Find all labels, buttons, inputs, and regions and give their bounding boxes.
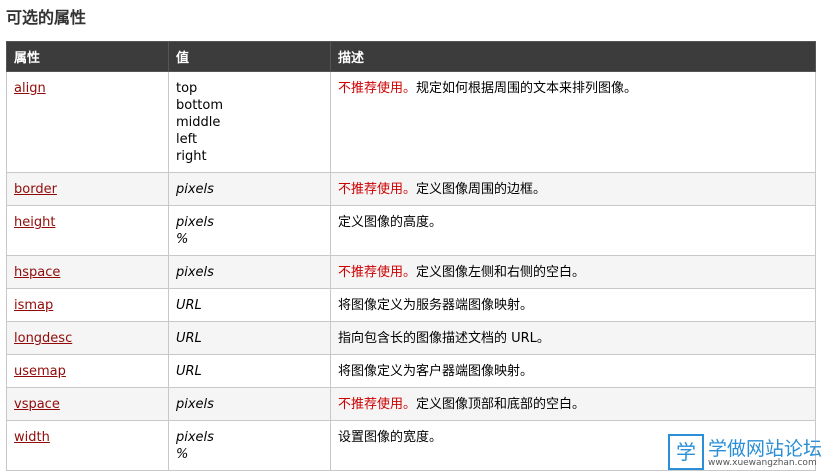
- description-cell: 不推荐使用。规定如何根据周围的文本来排列图像。: [330, 71, 816, 173]
- value-line: pixels: [176, 215, 214, 230]
- value-cell: pixels%: [168, 420, 331, 471]
- value-cell: URL: [168, 321, 331, 355]
- value-cell: pixels: [168, 255, 331, 289]
- description-cell: 定义图像的高度。: [330, 205, 816, 256]
- table-row: ismap URL 将图像定义为服务器端图像映射。: [6, 288, 816, 322]
- description-text: 规定如何根据周围的文本来排列图像。: [416, 81, 638, 96]
- description-text: 将图像定义为服务器端图像映射。: [338, 298, 534, 313]
- table-row: vspace pixels 不推荐使用。定义图像顶部和底部的空白。: [6, 387, 816, 421]
- value-cell: pixels: [168, 387, 331, 421]
- table-row: longdesc URL 指向包含长的图像描述文档的 URL。: [6, 321, 816, 355]
- value-line: pixels: [176, 397, 214, 412]
- table-row: hspace pixels 不推荐使用。定义图像左侧和右侧的空白。: [6, 255, 816, 289]
- description-text: 将图像定义为客户器端图像映射。: [338, 364, 534, 379]
- description-cell: 指向包含长的图像描述文档的 URL。: [330, 321, 816, 355]
- table-row: width pixels% 设置图像的宽度。: [6, 420, 816, 471]
- value-cell: URL: [168, 288, 331, 322]
- description-cell: 不推荐使用。定义图像周围的边框。: [330, 172, 816, 206]
- attribute-cell: usemap: [6, 354, 169, 388]
- value-line: URL: [176, 364, 202, 379]
- value-line: top: [176, 81, 198, 96]
- value-line: pixels: [176, 182, 214, 197]
- watermark: 学 学做网站论坛 www.xuewangzhan.com: [668, 434, 828, 474]
- value-cell: pixels: [168, 172, 331, 206]
- value-line: URL: [176, 331, 202, 346]
- description-text: 定义图像的高度。: [338, 215, 443, 230]
- attribute-link[interactable]: border: [14, 182, 57, 197]
- watermark-url: www.xuewangzhan.com: [708, 458, 817, 468]
- attribute-cell: height: [6, 205, 169, 256]
- table-row: align top bottom middle left right 不推荐使用。规定如何根…: [6, 71, 816, 173]
- header-row: 属性 值 描述: [6, 41, 816, 72]
- description-text: 定义图像左侧和右侧的空白。: [416, 265, 586, 280]
- value-cell: pixels%: [168, 205, 331, 256]
- section-title: 可选的属性: [6, 8, 87, 27]
- deprecated-note: 不推荐使用。: [338, 265, 417, 280]
- deprecated-note: 不推荐使用。: [338, 397, 417, 412]
- attribute-link[interactable]: align: [14, 81, 46, 96]
- description-cell: 不推荐使用。定义图像左侧和右侧的空白。: [330, 255, 816, 289]
- description-text: 设置图像的宽度。: [338, 430, 443, 445]
- value-line: %: [176, 447, 189, 462]
- table-row: border pixels 不推荐使用。定义图像周围的边框。: [6, 172, 816, 206]
- value-line: bottom: [176, 98, 224, 113]
- column-header: 值: [168, 41, 331, 72]
- deprecated-note: 不推荐使用。: [338, 182, 417, 197]
- value-line: pixels: [176, 430, 214, 445]
- value-cell: top bottom middle left right: [168, 71, 331, 173]
- attribute-cell: hspace: [6, 255, 169, 289]
- watermark-icon: 学: [668, 434, 704, 470]
- deprecated-note: 不推荐使用。: [338, 81, 417, 96]
- attribute-table: 属性 值 描述 align top bottom middle left right 不推荐…: [6, 41, 816, 471]
- attribute-cell: align: [6, 71, 169, 173]
- description-cell: 不推荐使用。定义图像顶部和底部的空白。: [330, 387, 816, 421]
- attribute-link[interactable]: vspace: [14, 397, 60, 412]
- value-cell: URL: [168, 354, 331, 388]
- attribute-link[interactable]: ismap: [14, 298, 54, 313]
- table-row: usemap URL 将图像定义为客户器端图像映射。: [6, 354, 816, 388]
- attribute-cell: width: [6, 420, 169, 471]
- value-line: pixels: [176, 265, 214, 280]
- attribute-cell: vspace: [6, 387, 169, 421]
- description-text: 指向包含长的图像描述文档的 URL。: [338, 331, 550, 346]
- value-line: right: [176, 149, 207, 164]
- value-line: URL: [176, 298, 202, 313]
- column-header: 描述: [330, 41, 816, 72]
- attribute-link[interactable]: usemap: [14, 364, 66, 379]
- table-row: height pixels% 定义图像的高度。: [6, 205, 816, 256]
- description-cell: 设置图像的宽度。: [330, 420, 816, 471]
- attribute-cell: ismap: [6, 288, 169, 322]
- value-line: middle: [176, 115, 221, 130]
- attribute-link[interactable]: hspace: [14, 265, 61, 280]
- attribute-link[interactable]: height: [14, 215, 56, 230]
- attribute-cell: longdesc: [6, 321, 169, 355]
- value-line: %: [176, 232, 189, 247]
- description-text: 定义图像顶部和底部的空白。: [416, 397, 586, 412]
- watermark-title: 学做网站论坛: [708, 438, 823, 460]
- attribute-cell: border: [6, 172, 169, 206]
- value-line: left: [176, 132, 198, 147]
- description-text: 定义图像周围的边框。: [416, 182, 547, 197]
- description-cell: 将图像定义为服务器端图像映射。: [330, 288, 816, 322]
- attribute-link[interactable]: longdesc: [14, 331, 73, 346]
- attribute-link[interactable]: width: [14, 430, 50, 445]
- description-cell: 将图像定义为客户器端图像映射。: [330, 354, 816, 388]
- column-header: 属性: [6, 41, 169, 72]
